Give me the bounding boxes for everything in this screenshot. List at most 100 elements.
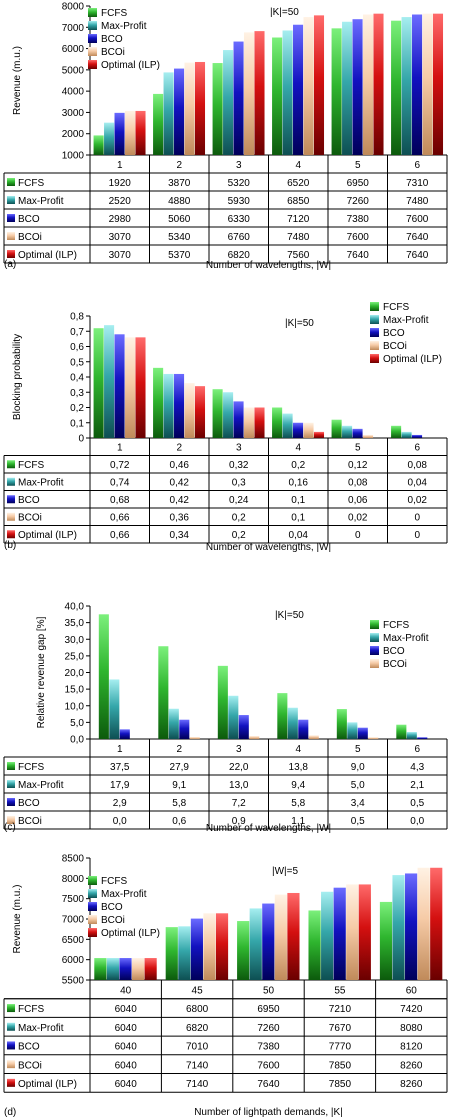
x-axis-title: Number of wavelengths, |W| (206, 542, 331, 553)
data-label: 22,0 (229, 762, 249, 773)
x-axis-title: Number of wavelengths, |W| (206, 260, 331, 271)
bar (336, 709, 347, 739)
bar (401, 17, 412, 155)
legend-swatch (370, 354, 379, 363)
legend-swatch (88, 915, 97, 924)
data-label: 0,46 (170, 460, 190, 471)
legend-label: Optimal (ILP) (101, 928, 160, 939)
y-axis-title: Revenue (m.u.) (12, 46, 23, 115)
bar (313, 431, 325, 438)
legend-label: Max-Profit (383, 633, 429, 644)
bar (165, 927, 178, 980)
y-axis-title: Blocking probability (12, 334, 23, 420)
table-legend-swatch (7, 460, 15, 469)
bar (93, 135, 104, 155)
data-label: 6040 (115, 1023, 138, 1034)
legend-swatch (88, 876, 97, 885)
data-label: 6040 (115, 1079, 138, 1090)
bar (94, 958, 107, 980)
bar (223, 50, 234, 155)
y-tick-label: 1000 (62, 151, 85, 162)
data-label: 0,34 (170, 530, 190, 541)
legend-label: BCOi (101, 915, 125, 926)
bar (422, 13, 433, 155)
table-row-label: Optimal (ILP) (18, 250, 77, 261)
table-row-label: BCOi (18, 816, 42, 827)
legend-label: Optimal (ILP) (383, 354, 442, 365)
data-label: 6040 (115, 1042, 138, 1053)
data-label: 7310 (406, 178, 429, 189)
bar (217, 665, 228, 739)
data-label: 8080 (400, 1023, 423, 1034)
bar (106, 958, 120, 980)
chart-annotation: |K|=50 (270, 7, 299, 18)
data-label: 0,2 (232, 513, 246, 524)
data-label: 7380 (347, 214, 370, 225)
y-tick-label: 8500 (62, 854, 85, 865)
legend-label: BCO (101, 902, 123, 913)
bar (277, 693, 288, 739)
data-label: 0,66 (110, 513, 130, 524)
table-row-label: FCFS (18, 178, 44, 189)
data-label: 7600 (257, 1060, 280, 1071)
x-tick-label: 60 (406, 985, 418, 996)
x-tick-label: 2 (176, 744, 182, 755)
bar (223, 392, 234, 438)
legend-label: FCFS (101, 8, 127, 19)
legend-swatch (88, 902, 97, 911)
bar (190, 918, 203, 980)
chart-annotation: |K|=50 (275, 610, 304, 621)
data-label: 7600 (406, 214, 429, 225)
data-label: 7010 (186, 1042, 209, 1053)
data-label: 5930 (228, 196, 251, 207)
data-label: 6820 (228, 250, 251, 261)
x-tick-label: 3 (236, 443, 242, 454)
legend-swatch (370, 646, 379, 655)
legend-swatch (88, 889, 97, 898)
bar (238, 715, 249, 739)
legend-label: FCFS (383, 302, 409, 313)
legend-label: Max-Profit (383, 315, 429, 326)
data-label: 9,0 (351, 762, 365, 773)
bar (119, 729, 130, 739)
legend-label: Max-Profit (101, 21, 147, 32)
y-tick-label: 3000 (62, 108, 85, 119)
bar (412, 434, 423, 438)
table-row-label: Max-Profit (18, 780, 64, 791)
legend-swatch (88, 34, 97, 43)
chart-panel-1: 1000 2000 3000 4000 5000 6000 7000 8000 Revenue … (3, 2, 448, 271)
bar (119, 958, 132, 980)
data-label: 27,9 (170, 762, 190, 773)
bar (331, 28, 342, 156)
data-label: 0,02 (348, 513, 368, 524)
y-tick-label: 0,7 (70, 327, 84, 338)
y-tick-label: 0,2 (70, 403, 84, 414)
x-tick-label: 1 (117, 443, 123, 454)
data-label: 0,1 (291, 513, 305, 524)
y-tick-label: 30,0 (65, 635, 85, 646)
table-row-label: BCOi (18, 513, 42, 524)
table-legend-swatch (7, 1004, 15, 1013)
y-tick-label: 0,5 (70, 357, 84, 368)
data-label: 5370 (168, 250, 191, 261)
chart-annotation: |K|=50 (285, 318, 314, 329)
x-tick-label: 3 (236, 744, 242, 755)
data-label: 6760 (228, 232, 251, 243)
bar (233, 41, 244, 155)
legend-swatch (88, 47, 97, 56)
bar (392, 875, 405, 980)
data-label: 0 (414, 530, 420, 541)
table-legend-swatch (7, 530, 15, 539)
y-tick-label: 5500 (62, 976, 85, 987)
table-row-label: Optimal (ILP) (18, 1079, 77, 1090)
bar (358, 884, 371, 980)
data-label: 0,3 (232, 478, 246, 489)
bar (432, 13, 444, 155)
x-tick-label: 6 (414, 744, 420, 755)
data-label: 1920 (109, 178, 132, 189)
table-row-label: BCO (18, 1042, 40, 1053)
bar (373, 13, 384, 155)
x-tick-label: 4 (295, 744, 301, 755)
